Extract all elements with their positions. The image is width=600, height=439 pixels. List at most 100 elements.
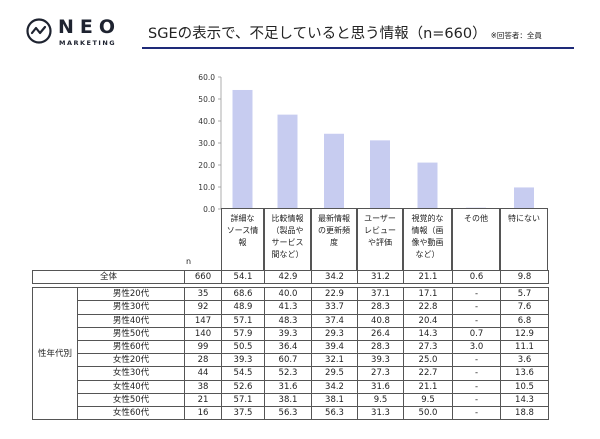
row-n: 44 <box>184 366 222 381</box>
row-label: 女性40代 <box>77 379 185 394</box>
group-label: 性年代別 <box>32 287 78 421</box>
bar-2 <box>324 133 344 209</box>
category-header-0: 詳細な ソース情 報 <box>221 208 264 270</box>
cell-value-2: 56.3 <box>311 405 358 421</box>
cell-value-0: 52.6 <box>221 379 265 394</box>
cell-value-0: 54.5 <box>221 366 265 381</box>
cell-value-6: 18.8 <box>500 405 549 421</box>
table-row: 性年代別 男性20代 35 68.6 40.0 22.9 37.1 17.1-5.7 <box>32 287 549 421</box>
cell-value-6: 7.6 <box>500 300 549 315</box>
row-n: 92 <box>184 300 222 315</box>
title-note: ※回答者：全員 <box>490 31 542 40</box>
cell-value-0: 37.5 <box>221 405 265 421</box>
total-value-2: 34.2 <box>311 269 358 285</box>
title-text: SGEの表示で、不足していると思う情報（n=660） <box>148 26 487 42</box>
cell-value-1: 60.7 <box>264 353 312 368</box>
table-row: 女性20代 28 39.3 60.7 32.1 39.3 25.0-3.6 <box>33 353 549 368</box>
row-n: 16 <box>184 405 222 421</box>
cell-value-0: 50.5 <box>221 339 265 355</box>
cell-value-6: 14.3 <box>500 392 549 407</box>
cell-value-1: 31.6 <box>264 379 312 394</box>
cell-value-1: 48.3 <box>264 313 312 328</box>
cell-value-4: 22.8 <box>403 300 453 315</box>
cell-value-3: 26.4 <box>357 326 404 341</box>
cell-value-0: 68.6 <box>221 287 265 302</box>
cell-value-4: 50.0 <box>403 405 453 421</box>
row-n: 147 <box>184 313 222 328</box>
cell-value-4: 20.4 <box>403 313 453 328</box>
y-tick-label: 0.0 <box>203 205 215 214</box>
table-row-total: 全体 660 54.1 42.9 34.2 31.2 21.1 0.6 9.8 <box>32 269 549 285</box>
row-label: 女性20代 <box>77 353 185 368</box>
table-row: 女性30代 44 54.5 52.3 29.5 27.3 22.7-13.6 <box>33 366 549 381</box>
cell-value-1: 41.3 <box>264 300 312 315</box>
cell-value-4: 14.3 <box>403 326 453 341</box>
table-row: 女性40代 38 52.6 31.6 34.2 31.6 21.1-10.5 <box>33 379 549 394</box>
page-title: SGEの表示で、不足していると思う情報（n=660） ※回答者：全員 <box>148 22 542 43</box>
cell-value-6: 11.1 <box>500 339 549 355</box>
total-value-0: 54.1 <box>221 269 265 285</box>
cell-value-4: 22.7 <box>403 366 453 381</box>
table-row: 女性60代 16 37.5 56.3 56.3 31.3 50.0-18.8 <box>33 405 549 421</box>
cell-value-4: 27.3 <box>403 339 453 355</box>
cell-value-2: 34.2 <box>311 379 358 394</box>
row-label: 男性50代 <box>77 326 185 341</box>
bar-6 <box>514 187 534 209</box>
cell-value-1: 39.3 <box>264 326 312 341</box>
cell-value-2: 22.9 <box>311 287 358 302</box>
category-header-1: 比較情報 （製品や サービス 間など） <box>264 208 311 270</box>
total-value-5: 0.6 <box>452 269 501 285</box>
cell-value-5: - <box>452 353 501 368</box>
cell-value-5: - <box>452 366 501 381</box>
category-header-5: その他 <box>452 208 500 270</box>
cell-value-4: 9.5 <box>403 392 453 407</box>
total-value-3: 31.2 <box>357 269 404 285</box>
row-label: 女性60代 <box>77 405 185 421</box>
cell-value-1: 52.3 <box>264 366 312 381</box>
y-tick-label: 10.0 <box>198 183 215 192</box>
table-row: 男性60代 99 50.5 36.4 39.4 28.3 27.3 3.0 11.1 <box>33 339 549 355</box>
category-header-4: 視覚的な 情報（画 像や動画 など） <box>403 208 452 270</box>
table-row: 男性30代 92 48.9 41.3 33.7 28.3 22.8-7.6 <box>33 300 549 315</box>
category-header-2: 最新情報 の更新頻 度 <box>311 208 357 270</box>
cell-value-4: 21.1 <box>403 379 453 394</box>
cell-value-5: - <box>452 392 501 407</box>
row-label-total: 全体 <box>32 269 185 285</box>
cell-value-0: 48.9 <box>221 300 265 315</box>
spacer-cell <box>32 283 78 289</box>
row-n: 140 <box>184 326 222 341</box>
title-underline <box>142 47 574 49</box>
y-tick-label: 50.0 <box>198 95 215 104</box>
table-row: 女性50代 21 57.1 38.1 38.1 9.5 9.5-14.3 <box>33 392 549 407</box>
bar-0 <box>232 89 253 209</box>
bar-3 <box>370 140 390 209</box>
table-row: 男性50代 140 57.9 39.3 29.3 26.4 14.3 0.7 12.9 <box>33 326 549 341</box>
logo-circle-icon <box>26 18 52 44</box>
cell-value-3: 31.6 <box>357 379 404 394</box>
cell-value-2: 29.3 <box>311 326 358 341</box>
row-label: 男性20代 <box>77 287 185 302</box>
cell-value-5: - <box>452 405 501 421</box>
cell-value-5: - <box>452 287 501 302</box>
table-row: 男性40代 147 57.1 48.3 37.4 40.8 20.4-6.8 <box>33 313 549 328</box>
row-n: 35 <box>184 287 222 302</box>
row-n: 28 <box>184 353 222 368</box>
cell-value-3: 37.1 <box>357 287 404 302</box>
cell-value-2: 29.5 <box>311 366 358 381</box>
row-n: 21 <box>184 392 222 407</box>
cell-value-0: 57.9 <box>221 326 265 341</box>
cell-value-6: 3.6 <box>500 353 549 368</box>
cell-value-1: 36.4 <box>264 339 312 355</box>
cell-value-3: 40.8 <box>357 313 404 328</box>
logo-word: NEO <box>58 16 122 38</box>
category-header-6: 特にない <box>500 208 548 270</box>
row-label: 男性60代 <box>77 339 185 355</box>
y-tick-label: 40.0 <box>198 117 215 126</box>
cell-value-3: 28.3 <box>357 339 404 355</box>
cell-value-0: 39.3 <box>221 353 265 368</box>
row-label: 女性30代 <box>77 366 185 381</box>
total-value-1: 42.9 <box>264 269 312 285</box>
cell-value-3: 31.3 <box>357 405 404 421</box>
cell-value-2: 33.7 <box>311 300 358 315</box>
cell-value-4: 17.1 <box>403 287 453 302</box>
